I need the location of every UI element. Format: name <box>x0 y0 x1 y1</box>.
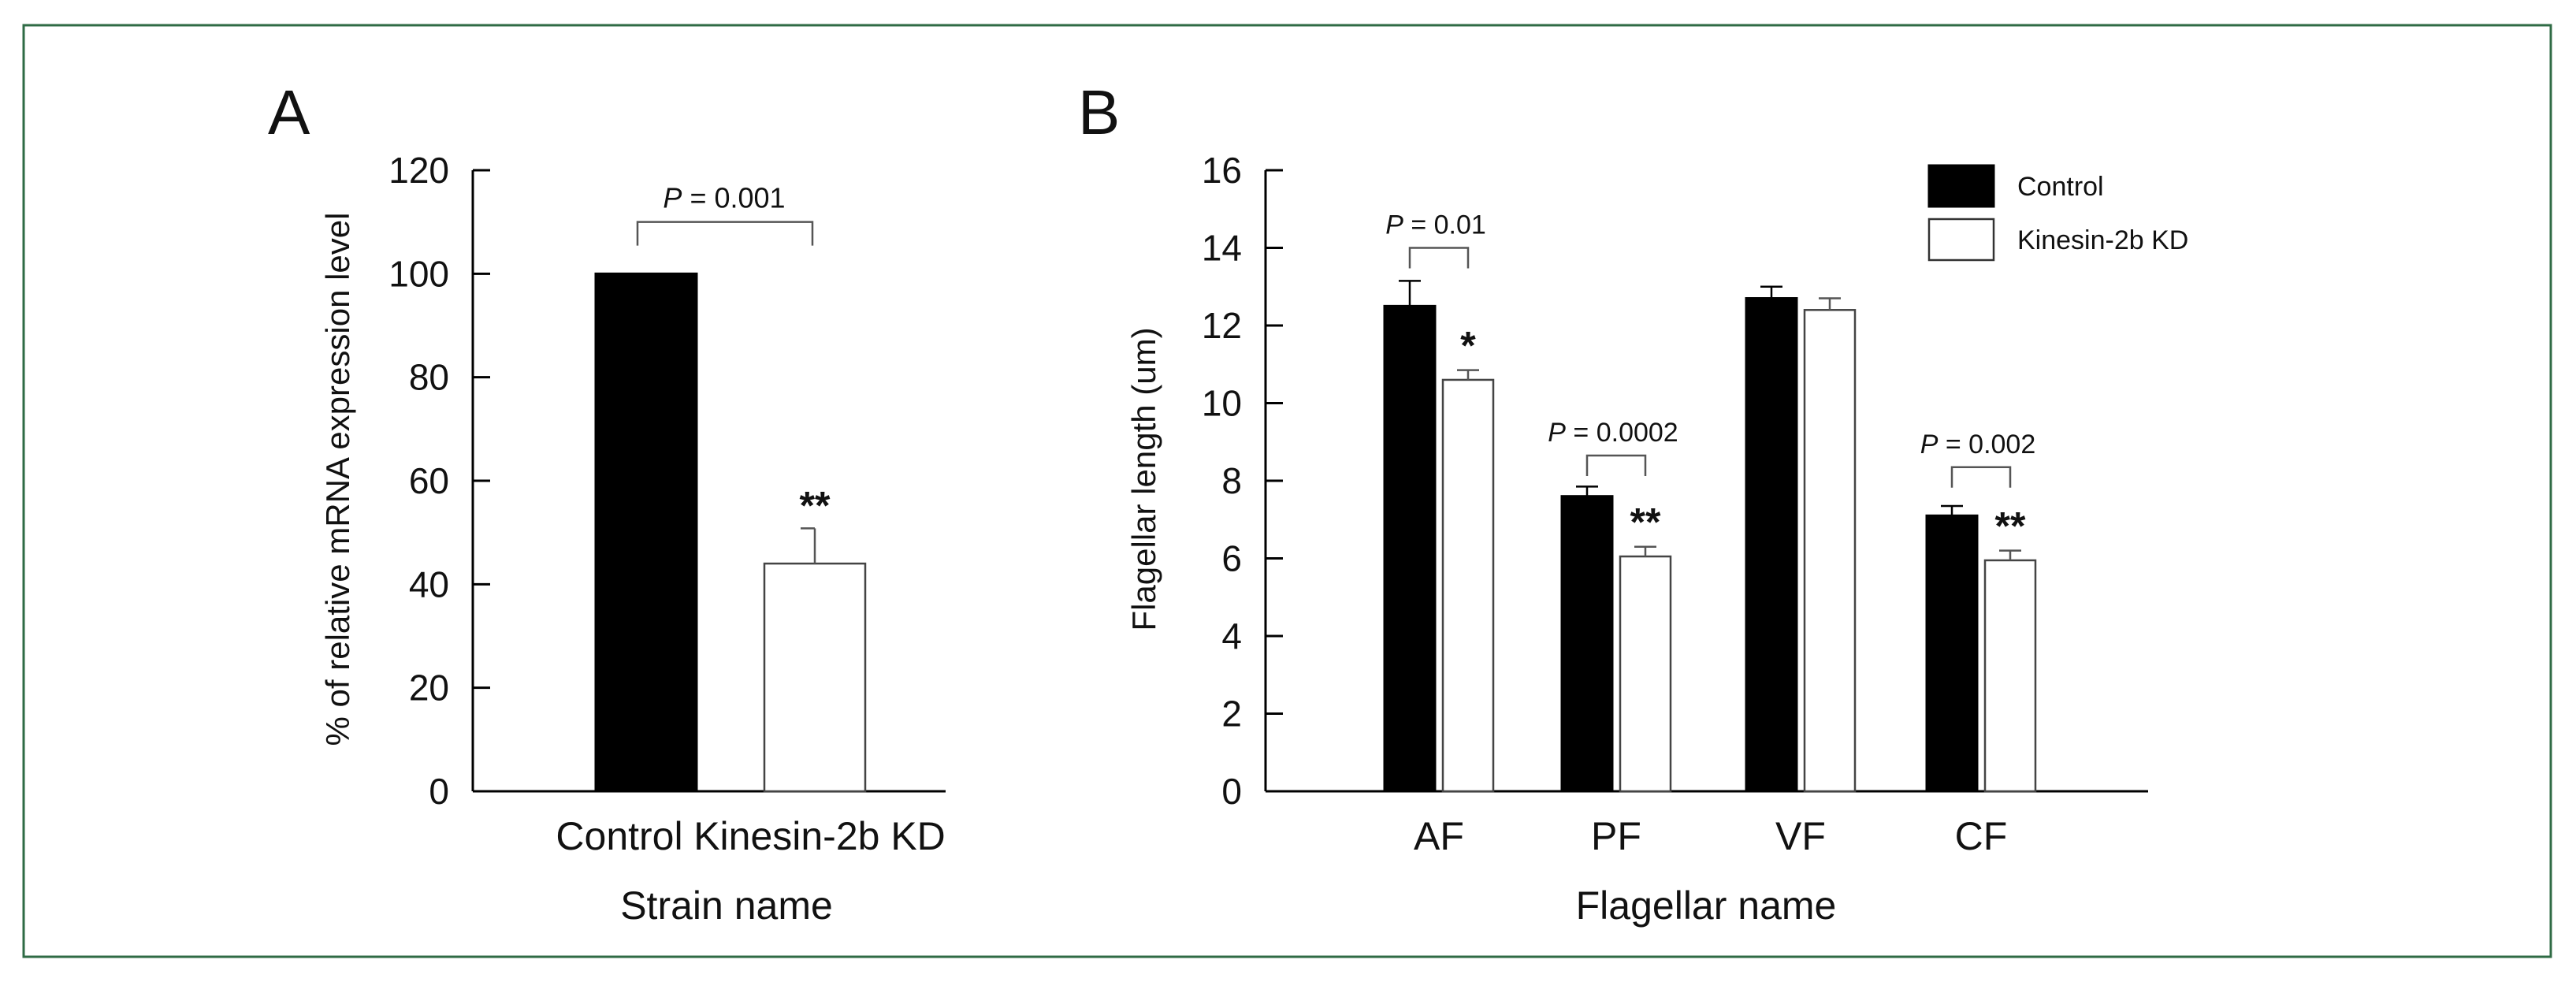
panel-b-bar-vf-kinesin-2b-kd <box>1803 309 1857 793</box>
panel-a-letter: A <box>268 77 310 147</box>
panel-b-comparison-bracket-cf <box>1950 466 2012 488</box>
panel-a-y-tick-label-120: 120 <box>388 150 449 191</box>
panel-a-significance-kinesin-2b-kd: ** <box>800 483 831 527</box>
panel-b-p-value-cf-p: P <box>1920 430 1939 459</box>
panel-b-p-value-pf: P = 0.0002 <box>1548 418 1678 448</box>
panel-b-comparison-bracket-af <box>1408 247 1470 269</box>
panel-a-y-tick-label-80: 80 <box>409 357 449 398</box>
panel-b-y-tick-label-8: 8 <box>1221 460 1242 501</box>
panel-b-y-tick-label-0: 0 <box>1221 771 1242 812</box>
panel-b-p-value-af: P = 0.01 <box>1385 210 1486 240</box>
panel-b-bar-cf-kinesin-2b-kd <box>1983 559 2037 793</box>
panel-b-y-tick-label-12: 12 <box>1202 305 1242 346</box>
panel-b-bar-af-kinesin-2b-kd <box>1441 378 1495 793</box>
panel-a-comparison-bracket <box>636 221 814 246</box>
panel-b-significance-pf: ** <box>1630 500 1661 545</box>
panel-a-category-label-kinesin-2b-kd: Kinesin-2b KD <box>693 814 946 858</box>
panel-a-y-tick-label-60: 60 <box>409 460 449 501</box>
legend-label-kinesin-2b-kd: Kinesin-2b KD <box>2017 225 2188 255</box>
panel-a-y-tick-label-20: 20 <box>409 668 449 709</box>
panel-a-bar-control <box>594 272 698 793</box>
panel-b-significance-cf: ** <box>1995 504 2026 549</box>
panel-b-p-value-cf: P = 0.002 <box>1920 430 2036 459</box>
panel-b-p-value-af-p: P <box>1385 210 1403 240</box>
panel-b-bar-cf-control <box>1925 514 1979 793</box>
panel-b-y-tick-label-6: 6 <box>1221 538 1242 579</box>
panel-b-letter: B <box>1078 77 1120 147</box>
panel-b-y-tick-label-14: 14 <box>1202 228 1242 269</box>
panel-b-y-tick-label-2: 2 <box>1221 694 1242 735</box>
panel-b-y-tick-label-16: 16 <box>1202 150 1242 191</box>
panel-b-y-tick-label-4: 4 <box>1221 616 1242 657</box>
panel-a-y-tick-label-0: 0 <box>429 771 449 812</box>
panel-b-legend: Control Kinesin-2b KD <box>1927 164 2188 262</box>
panel-b-p-value-cf-value: = 0.002 <box>1938 430 2035 459</box>
panel-b-category-label-vf: VF <box>1775 814 1826 858</box>
panel-b-p-value-af-value: = 0.01 <box>1403 210 1486 240</box>
legend-label-control: Control <box>2017 172 2104 202</box>
panel-b-bar-af-control <box>1383 304 1437 793</box>
panel-a: A % of relative mRNA expression level St… <box>268 77 946 928</box>
panel-a-p-value: P = 0.001 <box>663 182 785 214</box>
panel-b-bar-vf-control <box>1745 297 1798 793</box>
panel-a-p-value-value: = 0.001 <box>682 182 785 214</box>
panel-b-bar-pf-kinesin-2b-kd <box>1619 555 1672 793</box>
panel-a-y-tick-label-40: 40 <box>409 564 449 604</box>
panel-b-significance-af: * <box>1460 324 1476 368</box>
panel-a-y-tick-label-100: 100 <box>388 253 449 294</box>
figure-frame <box>22 24 2552 958</box>
panel-b-y-axis-label: Flagellar length (um) <box>1125 327 1162 630</box>
panel-b-category-label-af: AF <box>1414 814 1464 858</box>
panel-b: B Flagellar length (um) Flagellar name 0… <box>1078 77 2188 928</box>
panel-b-bar-pf-control <box>1560 495 1614 793</box>
panel-a-bar-kinesin-2b-kd <box>763 562 867 793</box>
panel-b-p-value-pf-p: P <box>1548 418 1566 448</box>
panel-a-p-value-p: P <box>663 182 682 214</box>
panel-b-category-label-pf: PF <box>1591 814 1641 858</box>
panel-a-x-axis-label: Strain name <box>620 883 833 928</box>
panel-b-x-axis-label: Flagellar name <box>1576 883 1837 928</box>
panel-a-y-axis-label: % of relative mRNA expression level <box>319 213 356 746</box>
legend-swatch-control <box>1927 164 1995 208</box>
panel-a-category-label-control: Control <box>556 814 682 858</box>
panel-b-y-tick-label-10: 10 <box>1202 383 1242 424</box>
panel-b-category-label-cf: CF <box>1955 814 2008 858</box>
legend-swatch-kinesin-2b-kd <box>1927 218 1995 262</box>
panel-b-p-value-pf-value: = 0.0002 <box>1566 418 1678 448</box>
panel-b-comparison-bracket-pf <box>1585 454 1647 476</box>
